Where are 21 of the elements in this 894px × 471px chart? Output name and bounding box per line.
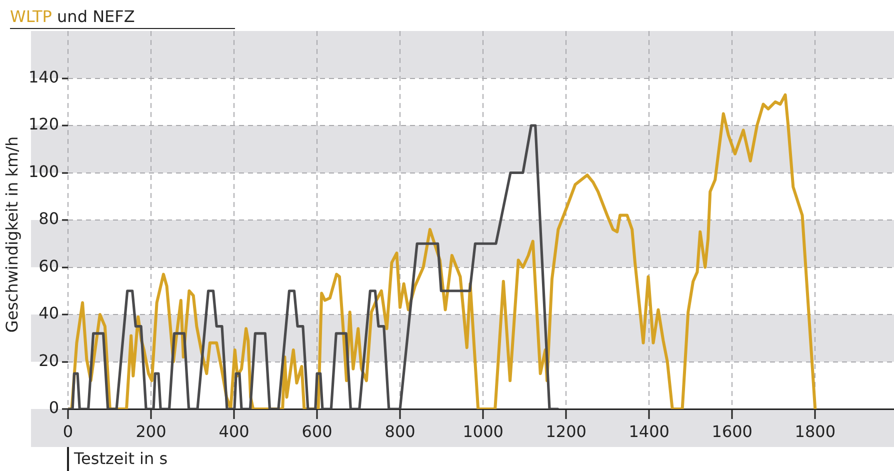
x-tick-label: 1000 xyxy=(462,422,504,441)
y-tick-label: 0 xyxy=(48,398,59,418)
x-tick-label: 400 xyxy=(218,422,250,441)
y-axis-title: Geschwindigkeit in km/h xyxy=(2,135,22,335)
y-tick-label: 100 xyxy=(28,162,59,181)
x-tick-label: 1600 xyxy=(712,422,752,441)
x-tick-label: 1200 xyxy=(546,422,586,441)
x-tick-label: 200 xyxy=(136,422,166,441)
x-tick-label: 1800 xyxy=(794,422,836,441)
x-tick-label: 1400 xyxy=(628,422,670,441)
y-tick-label: 40 xyxy=(38,304,59,323)
x-axis-title: Testzeit in s xyxy=(74,449,168,468)
y-tick-label: 140 xyxy=(28,67,59,86)
y-tick-label: 120 xyxy=(28,114,59,134)
x-tick-label: 0 xyxy=(62,422,74,441)
y-tick-label: 60 xyxy=(38,256,59,276)
y-tick-label: 80 xyxy=(38,209,59,228)
chart-title: WLTP und NEFZ xyxy=(10,6,235,29)
x-tick-label: 800 xyxy=(384,422,416,441)
x-tick-label: 600 xyxy=(302,422,332,441)
y-tick-label: 20 xyxy=(38,350,59,370)
